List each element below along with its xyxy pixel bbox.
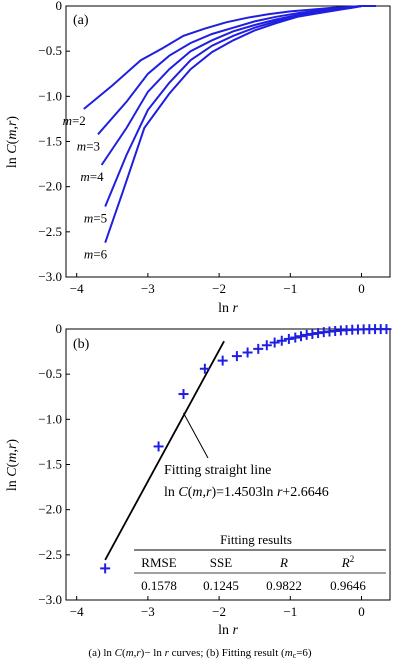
panel-b-y-tick-label: 0: [56, 321, 63, 336]
data-point: [381, 324, 392, 335]
data-point: [199, 363, 210, 374]
panel-b-y-tick-label: −0.5: [38, 366, 62, 381]
data-point: [178, 389, 189, 400]
series-label-m4: m=4: [80, 169, 104, 184]
panel-a-x-tick-label: −1: [283, 281, 297, 296]
panel-a-x-tick-label: 0: [358, 281, 365, 296]
panel-a-y-tick-label: −1.0: [38, 88, 62, 103]
panel-a-x-tick-label: −4: [70, 281, 84, 296]
figure-caption: (a) ln C(m,r)− ln r curves; (b) Fitting …: [88, 647, 312, 660]
panel-b-y-axis-title: ln C(m,r): [5, 439, 20, 491]
data-point: [261, 340, 272, 351]
data-point: [269, 337, 280, 348]
panel-a-y-tick-label: −2.0: [38, 179, 62, 194]
table-header-sse: SSE: [210, 555, 232, 570]
table-header-r2: R2: [341, 554, 354, 570]
series-line-m3: [97, 5, 376, 135]
panel-a-y-tick-label: −0.5: [38, 43, 62, 58]
panel-a-x-tick-label: −3: [141, 281, 155, 296]
annotation-leader-line: [183, 412, 209, 459]
table-value-r: 0.9822: [266, 578, 302, 593]
panel-a-y-tick-label: −2.5: [38, 224, 62, 239]
panel-b-chart: (b) −4 −3 −2 −1 0 0 −0.5 −1.0 −1.5 −2.0 −2.5 −3.0 F…: [5, 321, 392, 638]
data-point: [231, 351, 242, 362]
series-label-m6: m=6: [84, 247, 108, 262]
table-title: Fitting results: [220, 532, 292, 547]
panel-a-x-tick-label: −2: [212, 281, 226, 296]
panel-b-annotation: Fitting straight line ln C(m,r)=1.4503ln…: [164, 412, 329, 500]
panel-a-ticks: −4 −3 −2 −1 0 0 −0.5 −1.0 −1.5 −2.0 −2.5 −3.0: [38, 0, 364, 296]
panel-b-y-tick-label: −2.5: [38, 547, 62, 562]
table-header-rmse: RMSE: [141, 555, 176, 570]
panel-b-points: [100, 324, 392, 574]
series-line-m6: [104, 5, 376, 244]
table-value-r2: 0.9646: [330, 578, 366, 593]
panel-a-frame: [65, 5, 391, 278]
panel-a-curve-labels: m=2 m=3 m=4 m=5 m=6: [63, 113, 108, 262]
panel-a-y-tick-label: 0: [56, 0, 63, 13]
panel-b-label: (b): [73, 337, 90, 352]
panel-b-y-tick-label: −1.0: [38, 411, 62, 426]
panel-a-y-axis-title: ln C(m,r): [5, 116, 20, 168]
data-point: [290, 332, 301, 343]
annotation-equation: ln C(m,r)=1.4503ln r+2.6646: [164, 485, 329, 500]
panel-a-x-axis-title: ln r: [218, 301, 238, 316]
panel-b-fit-line: [104, 340, 225, 561]
data-point: [217, 355, 228, 366]
series-label-m5: m=5: [84, 211, 107, 226]
data-point: [153, 441, 164, 452]
panel-a-y-tick-label: −3.0: [38, 269, 62, 284]
data-point: [100, 563, 111, 574]
series-line-m2: [83, 5, 376, 110]
series-label-m3: m=3: [77, 138, 100, 153]
table-value-rmse: 0.1578: [141, 578, 177, 593]
panel-b-x-tick-label: 0: [358, 604, 365, 619]
panel-b-ticks: −4 −3 −2 −1 0 0 −0.5 −1.0 −1.5 −2.0 −2.5 −3.0: [38, 321, 364, 619]
data-point: [253, 343, 264, 354]
series-label-m2: m=2: [63, 113, 86, 128]
data-point: [242, 347, 253, 358]
panel-b-x-axis-title: ln r: [218, 623, 238, 638]
annotation-title: Fitting straight line: [164, 463, 271, 478]
data-point: [276, 335, 287, 346]
panel-b-x-tick-label: −4: [70, 604, 84, 619]
fit-line: [104, 340, 225, 561]
panel-a-y-tick-label: −1.5: [38, 134, 62, 149]
panel-b-y-tick-label: −1.5: [38, 457, 62, 472]
series-line-m4: [100, 5, 376, 166]
fitting-results-table: Fitting results RMSE SSE R R2 0.1578 0.1…: [134, 532, 386, 593]
panel-b-x-tick-label: −3: [141, 604, 155, 619]
data-point: [283, 333, 294, 344]
table-value-sse: 0.1245: [203, 578, 239, 593]
panel-b-x-tick-label: −1: [283, 604, 297, 619]
panel-b-x-tick-label: −2: [212, 604, 226, 619]
panel-a-label: (a): [73, 13, 89, 28]
table-header-r: R: [279, 555, 288, 570]
panel-b-y-tick-label: −2.0: [38, 502, 62, 517]
panel-b-y-tick-label: −3.0: [38, 592, 62, 607]
data-point: [295, 331, 306, 342]
panel-a-chart: (a) −4 −3 −2 −1 0 0 −0.5 −1.0 −1.5 −2.0 −2.5 −3.0 m…: [5, 0, 391, 316]
panel-a-curves: [83, 5, 376, 244]
